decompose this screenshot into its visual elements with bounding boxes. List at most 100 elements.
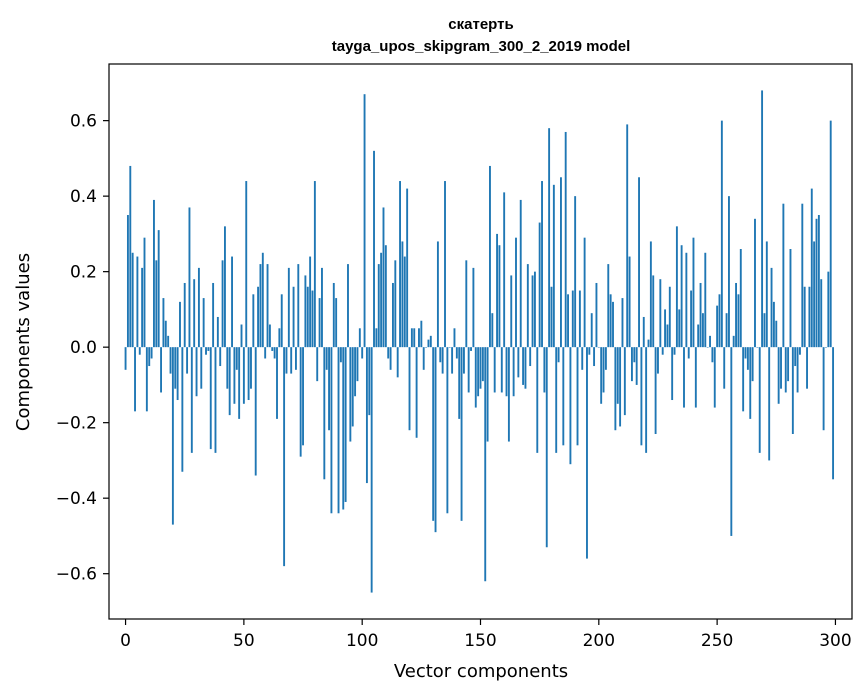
bar-36 (209, 347, 212, 450)
bar-118 (403, 256, 406, 348)
bar-26 (186, 347, 189, 374)
x-tick-label: 200 (583, 631, 615, 651)
bar-113 (392, 282, 394, 348)
bar-246 (706, 347, 709, 348)
bar-237 (685, 252, 688, 348)
bar-165 (515, 237, 517, 348)
bar-53 (250, 347, 252, 389)
bar-158 (498, 245, 501, 348)
bar-43 (226, 347, 229, 389)
bar-180 (550, 286, 553, 348)
bar-102 (365, 347, 368, 484)
bar-187 (567, 294, 569, 348)
y-tick-label: 0.4 (70, 187, 97, 207)
bar-216 (635, 347, 638, 385)
bar-34 (205, 347, 207, 355)
x-tick-label: 150 (464, 631, 496, 651)
bar-44 (228, 347, 231, 416)
x-axis: 0 50 100 150 200 250 300 (120, 619, 852, 651)
bar-126 (422, 347, 425, 370)
bar-281 (789, 249, 792, 348)
bar-197 (590, 313, 593, 348)
bar-161 (505, 347, 508, 397)
chart-title-line1: скатерть (448, 16, 513, 33)
bar-273 (770, 267, 773, 348)
bar-262 (744, 347, 747, 359)
bar-88 (332, 282, 335, 348)
bar-125 (420, 320, 423, 348)
bar-263 (746, 347, 749, 370)
bar-110 (384, 245, 387, 348)
bar-223 (652, 275, 655, 348)
bar-24 (181, 347, 184, 472)
bar-132 (436, 241, 439, 348)
bar-127 (425, 347, 428, 348)
bar-74 (299, 347, 302, 457)
bar-244 (701, 313, 704, 348)
bar-101 (363, 94, 366, 348)
bar-222 (649, 241, 652, 348)
bar-148 (474, 347, 477, 408)
bar-277 (780, 347, 782, 389)
bar-178 (545, 347, 548, 548)
bar-179 (548, 128, 551, 348)
bar-280 (787, 347, 790, 382)
bar-225 (657, 347, 659, 374)
bar-41 (221, 260, 224, 348)
bar-150 (479, 347, 482, 389)
bar-155 (491, 313, 494, 348)
bar-250 (716, 305, 719, 348)
bar-173 (533, 271, 536, 348)
bar-228 (664, 309, 667, 348)
bar-170 (526, 264, 529, 348)
bar-174 (536, 347, 539, 453)
bar-295 (822, 347, 825, 431)
bar-128 (427, 339, 430, 348)
bar-70 (290, 347, 293, 374)
bar-58 (261, 252, 264, 348)
bar-241 (694, 347, 697, 408)
bar-119 (406, 188, 409, 348)
bar-291 (813, 241, 816, 348)
bar-194 (583, 237, 586, 348)
bar-6 (138, 347, 141, 355)
bar-1 (126, 215, 129, 348)
bar-73 (297, 264, 300, 348)
bar-116 (399, 181, 401, 348)
bar-268 (758, 347, 761, 453)
bar-279 (784, 347, 787, 393)
bar-16 (162, 298, 165, 348)
bar-153 (486, 347, 489, 442)
bar-134 (441, 347, 444, 374)
bar-3 (131, 252, 134, 348)
bar-232 (673, 347, 676, 355)
bar-151 (481, 347, 484, 382)
bar-11 (150, 347, 153, 359)
bar-190 (574, 196, 577, 348)
bar-162 (507, 347, 510, 442)
bar-106 (375, 328, 378, 348)
y-tick-label: −0.4 (56, 489, 97, 509)
bar-224 (654, 347, 657, 434)
bar-159 (500, 347, 503, 393)
bar-152 (484, 347, 487, 582)
bar-242 (697, 324, 700, 348)
bar-90 (337, 347, 340, 514)
bar-278 (782, 203, 785, 348)
bar-264 (749, 347, 752, 419)
bar-274 (772, 301, 775, 348)
bar-293 (817, 215, 820, 348)
bar-29 (193, 279, 196, 348)
bar-257 (732, 335, 735, 348)
bar-249 (713, 347, 716, 408)
bar-65 (278, 328, 281, 348)
bar-123 (415, 347, 418, 438)
bar-245 (704, 252, 707, 348)
bar-247 (709, 335, 711, 348)
bar-80 (313, 181, 316, 348)
bar-103 (368, 347, 371, 416)
bar-83 (321, 267, 323, 348)
bar-104 (370, 347, 373, 593)
bar-130 (432, 347, 435, 521)
bar-265 (751, 347, 754, 382)
